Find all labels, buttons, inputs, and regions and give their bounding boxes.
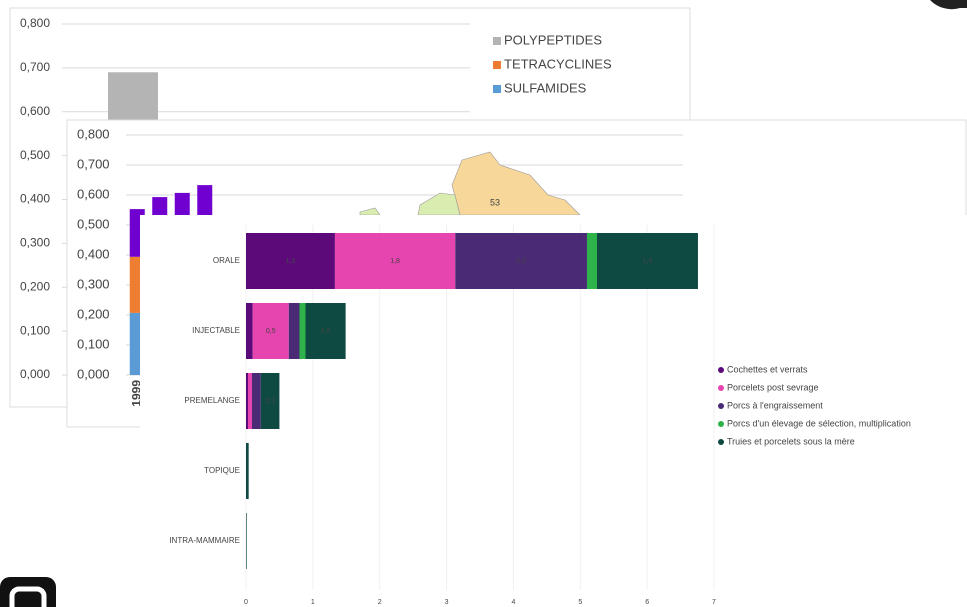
legend-label: Porcs à l'engraissement bbox=[727, 400, 823, 410]
category-label: TOPIQUE bbox=[204, 466, 240, 475]
x-tick-label: 6 bbox=[645, 599, 649, 606]
bar-segment bbox=[305, 303, 346, 359]
category-label: INJECTABLE bbox=[192, 326, 240, 335]
y-tick-label: 0,800 bbox=[77, 126, 110, 141]
bar-segment bbox=[248, 373, 253, 429]
legend-swatch bbox=[718, 367, 724, 373]
y-tick-label: 0,400 bbox=[20, 192, 50, 206]
y-tick-label: 0,500 bbox=[77, 216, 110, 231]
bar-segment bbox=[334, 233, 456, 289]
y-tick-label: 0,700 bbox=[20, 60, 50, 74]
y-tick-label: 0,200 bbox=[20, 279, 50, 293]
y-tick-label: 0,600 bbox=[20, 104, 50, 118]
legend-swatch bbox=[718, 439, 724, 445]
y-tick-label: 0,100 bbox=[20, 323, 50, 337]
x-tick-label: 5 bbox=[578, 599, 582, 606]
legend-swatch bbox=[718, 421, 724, 427]
y-tick-label: 0,300 bbox=[20, 236, 50, 250]
bar-segment bbox=[246, 303, 253, 359]
x-tick-label: 1999 bbox=[129, 380, 143, 407]
bar-segment bbox=[586, 233, 597, 289]
app-icon-inner bbox=[9, 586, 47, 607]
category-label: ORALE bbox=[213, 256, 240, 265]
bar-segment bbox=[246, 443, 249, 499]
bar-segment bbox=[288, 303, 300, 359]
y-tick-label: 0,400 bbox=[77, 246, 110, 261]
y-tick-label: 0,800 bbox=[20, 16, 50, 30]
y-tick-label: 0,000 bbox=[77, 366, 110, 381]
app-icon bbox=[0, 577, 56, 607]
map: 53 bbox=[359, 151, 581, 216]
data-label: 1,5 bbox=[643, 258, 653, 265]
x-tick-label: 0 bbox=[244, 599, 248, 606]
y-tick-label: 0,500 bbox=[20, 148, 50, 162]
legend-swatch bbox=[493, 37, 501, 45]
legend-label: Porcs d'un élevage de sélection, multipl… bbox=[727, 418, 911, 428]
bar-segment bbox=[299, 303, 306, 359]
bar-segment bbox=[252, 303, 289, 359]
legend-label: Truies et porcelets sous la mère bbox=[727, 436, 855, 446]
bar-segment bbox=[597, 233, 698, 289]
data-label: 2,0 bbox=[516, 258, 526, 265]
y-tick-label: 0,100 bbox=[77, 336, 110, 351]
x-tick-label: 4 bbox=[511, 599, 515, 606]
category-label: INTRA-MAMMAIRE bbox=[169, 536, 240, 545]
data-label: 1,3 bbox=[286, 258, 296, 265]
front-chart: 0 1 2 3 4 5 6 7 ORALE 1,3 1,8 2,0 1,5 INJECTABLE 0,5 0,… bbox=[140, 215, 967, 607]
legend-label: Porcelets post sevrage bbox=[727, 382, 819, 392]
y-tick-label: 0,700 bbox=[77, 156, 110, 171]
legend-swatch bbox=[493, 61, 501, 69]
data-label: 0,6 bbox=[321, 328, 331, 335]
y-tick-label: 0,200 bbox=[77, 306, 110, 321]
legend-label: POLYPEPTIDES bbox=[504, 32, 602, 47]
legend-swatch bbox=[718, 385, 724, 391]
map-label: 53 bbox=[490, 197, 500, 207]
bar-segment bbox=[246, 373, 249, 429]
data-label: 1,8 bbox=[390, 258, 400, 265]
x-tick-label: 3 bbox=[445, 599, 449, 606]
legend-swatch bbox=[493, 85, 501, 93]
category-label: PREMELANGE bbox=[184, 396, 240, 405]
bar-segment bbox=[455, 233, 587, 289]
logo bbox=[930, 0, 967, 10]
y-tick-label: 0,000 bbox=[20, 367, 50, 381]
legend-label: TETRACYCLINES bbox=[504, 56, 612, 71]
bar-segment bbox=[260, 373, 280, 429]
x-tick-label: 7 bbox=[712, 599, 716, 606]
x-tick-label: 1 bbox=[311, 599, 315, 606]
y-tick-label: 0,300 bbox=[77, 276, 110, 291]
x-tick-label: 2 bbox=[378, 599, 382, 606]
bar-segment bbox=[246, 233, 335, 289]
data-label: 0,5 bbox=[266, 328, 276, 335]
bar-segment bbox=[252, 373, 261, 429]
bar-segment bbox=[246, 513, 247, 569]
legend-swatch bbox=[718, 403, 724, 409]
legend-label: SULFAMIDES bbox=[504, 80, 587, 95]
legend-label: Cochettes et verrats bbox=[727, 364, 808, 374]
data-label: 0,3 bbox=[265, 398, 275, 405]
map-region bbox=[417, 192, 461, 216]
y-tick-label: 0,600 bbox=[77, 186, 110, 201]
